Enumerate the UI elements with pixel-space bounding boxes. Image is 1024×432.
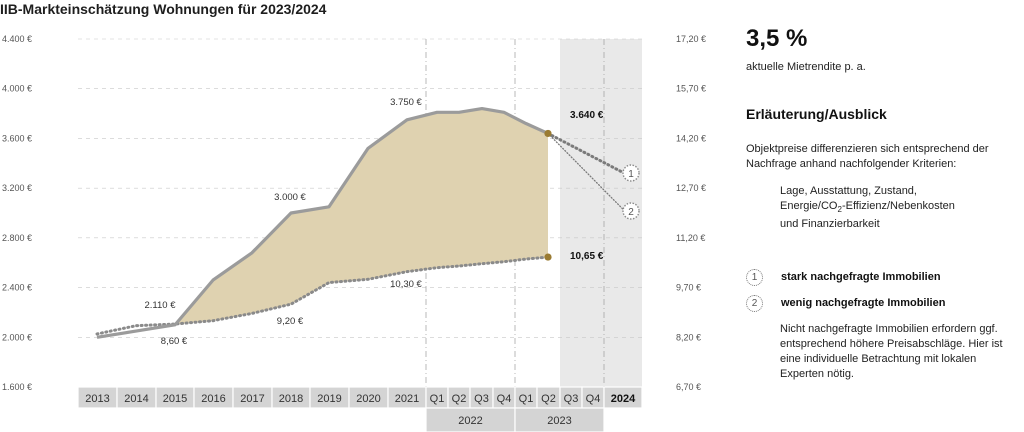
y-axis-left: 1.600 € 2.000 € 2.400 € 2.800 € 3.200 € 3.600…: [2, 34, 32, 392]
forecast-2-number: 2: [628, 207, 634, 218]
y-right-tick: 11,20 €: [676, 233, 705, 243]
label-2015-price: 2.110 €: [145, 300, 177, 311]
forecast-2-marker: [622, 202, 640, 220]
criteria-energy: Energie/CO: [780, 200, 838, 212]
criteria-list: Lage, Ausstattung, Zustand, Energie/CO2-…: [746, 184, 1016, 232]
label-2015-rent: 8,60 €: [161, 336, 188, 347]
x-category-label: Q2: [452, 393, 467, 405]
x-category-label: 2024: [611, 393, 636, 405]
legend-item-1: 1 stark nachgefragte Immobilien: [746, 266, 1016, 288]
x-category-label: Q4: [497, 393, 512, 405]
legend-1-badge: 1: [746, 268, 763, 286]
y-right-tick: 6,70 €: [676, 382, 701, 392]
x-category-label: Q4: [586, 393, 601, 405]
price-line: [96, 106, 549, 339]
x-category-label: 2018: [279, 393, 303, 405]
forecast-markers: 1 2: [622, 164, 640, 220]
label-end-price: 3.640 €: [570, 110, 604, 121]
x-category-label: Q3: [474, 393, 489, 405]
x-category-label: 2017: [240, 393, 264, 405]
criteria-co2-sub: 2: [837, 205, 842, 215]
forecast-1-marker: [622, 164, 640, 182]
legend-1-label: stark nachgefragte Immobilien: [781, 270, 941, 283]
y-right-tick: 12,70 €: [676, 183, 706, 193]
label-2021-price: 3.750 €: [390, 97, 422, 108]
x-category-box: [603, 386, 643, 409]
y-right-tick: 9,70 €: [676, 283, 701, 293]
label-2021-rent: 10,30 €: [390, 279, 422, 290]
x-category-label: Q3: [564, 393, 579, 405]
x-group-label: 2022: [458, 415, 482, 427]
y-left-tick: 1.600 €: [2, 382, 32, 392]
x-category-label: 2019: [317, 393, 341, 405]
x-category-label: Q1: [519, 393, 534, 405]
ausblick-heading: Erläuterung/Ausblick: [746, 106, 887, 122]
x-group-label: 2023: [547, 415, 571, 427]
x-group-box: [514, 407, 605, 432]
y-right-tick: 15,70 €: [676, 84, 706, 94]
chart: IIB-Markteinschätzung Wohnungen für 2023…: [0, 1, 706, 432]
price-endpoint: [544, 129, 552, 138]
legend-2-label: wenig nachgefragte Immobilien: [781, 296, 946, 309]
forecast-1-line: [546, 131, 624, 174]
explanation-text: Objektpreise differenzieren sich entspre…: [746, 143, 989, 170]
chart-title: IIB-Markteinschätzung Wohnungen für 2023…: [0, 1, 327, 17]
y-left-tick: 2.800 €: [2, 233, 32, 243]
y-left-tick: 3.200 €: [2, 183, 32, 193]
x-axis: 2013 2014 2015 2016 2017 2018 2019 2020 2021 Q1 Q2…: [77, 386, 643, 432]
x-category-label: 2016: [201, 393, 225, 405]
criteria-efficiency: -Effizienz/Nebenkosten: [841, 200, 955, 212]
rendite-label: aktuelle Mietrendite p. a.: [746, 61, 866, 73]
label-2018-price: 3.000 €: [274, 192, 306, 203]
label-end-rent: 10,65 €: [570, 251, 604, 262]
y-right-tick: 17,20 €: [676, 34, 706, 44]
x-category-label: Q2: [541, 393, 556, 405]
rendite-value: 3,5 %: [746, 25, 808, 52]
y-right-tick: 8,20 €: [676, 332, 701, 342]
x-category-label: 2021: [395, 393, 419, 405]
forecast-1-number: 1: [628, 169, 634, 180]
criteria-line-3: und Finanzierbarkeit: [780, 218, 880, 231]
x-group-box: [425, 407, 516, 432]
y-left-tick: 3.600 €: [2, 133, 32, 143]
spread-area: [97, 108, 548, 338]
x-category-label: Q1: [430, 393, 445, 405]
y-left-tick: 2.400 €: [2, 283, 32, 293]
x-category-label: 2020: [356, 393, 380, 405]
y-left-tick: 2.000 €: [2, 332, 32, 342]
x-category-label: 2015: [163, 393, 187, 405]
forecast-2-line: [547, 132, 624, 210]
x-category-label: 2014: [124, 393, 148, 405]
criteria-line-2: Energie/CO2-Effizienz/Nebenkosten: [780, 199, 1016, 217]
label-2018-rent: 9,20 €: [277, 316, 304, 327]
y-left-tick: 4.000 €: [2, 84, 32, 94]
y-axis-right: 6,70 € 8,20 € 9,70 € 11,20 € 12,70 € 14,20 € 1…: [676, 34, 706, 392]
y-right-tick: 14,20 €: [676, 133, 706, 143]
info-panel: 3,5 % aktuelle Mietrendite p. a. Erläute…: [746, 24, 1016, 382]
series-lines: [95, 106, 624, 339]
legend-item-2: 2 wenig nachgefragte Immobilien: [746, 292, 1016, 314]
y-left-tick: 4.400 €: [2, 34, 32, 44]
x-category-label: 2013: [85, 393, 109, 405]
rent-endpoint: [544, 253, 552, 261]
annotations: 2.110 € 8,60 € 3.000 € 9,20 € 3.750 € 10…: [145, 97, 604, 347]
spread-fill: [97, 108, 548, 338]
criteria-line-1: Lage, Ausstattung, Zustand,: [780, 185, 917, 197]
legend-2-badge: 2: [746, 294, 763, 312]
rent-line: [95, 255, 550, 336]
note-text: Nicht nachgefragte Immobilien erfordern …: [780, 323, 1003, 381]
